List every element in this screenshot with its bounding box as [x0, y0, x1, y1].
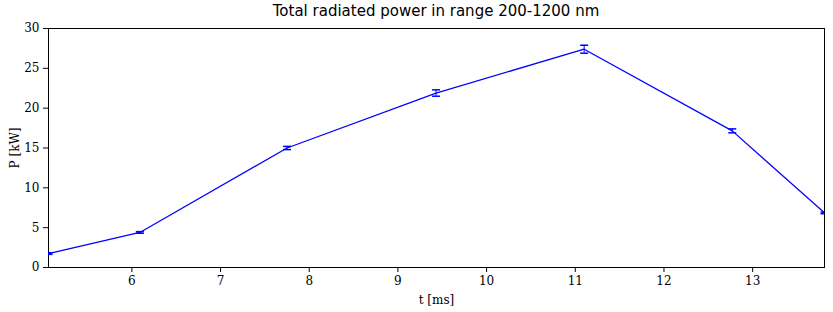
- svg-text:8: 8: [305, 274, 313, 288]
- svg-text:12: 12: [656, 274, 671, 288]
- svg-text:20: 20: [24, 101, 39, 115]
- svg-text:6: 6: [128, 274, 136, 288]
- svg-text:10: 10: [24, 181, 39, 195]
- svg-text:10: 10: [479, 274, 494, 288]
- svg-text:0: 0: [32, 260, 40, 274]
- svg-text:11: 11: [568, 274, 583, 288]
- svg-text:9: 9: [394, 274, 402, 288]
- svg-text:P [kW]: P [kW]: [8, 128, 22, 169]
- svg-text:15: 15: [24, 141, 39, 155]
- svg-text:5: 5: [32, 221, 40, 235]
- svg-text:t [ms]: t [ms]: [419, 293, 455, 307]
- svg-text:7: 7: [217, 274, 225, 288]
- svg-text:25: 25: [24, 61, 39, 75]
- svg-text:30: 30: [24, 22, 39, 35]
- svg-text:13: 13: [745, 274, 760, 288]
- html-text:Total radiated power in range: Total radiated power in range 200-1200 n…: [272, 2, 600, 20]
